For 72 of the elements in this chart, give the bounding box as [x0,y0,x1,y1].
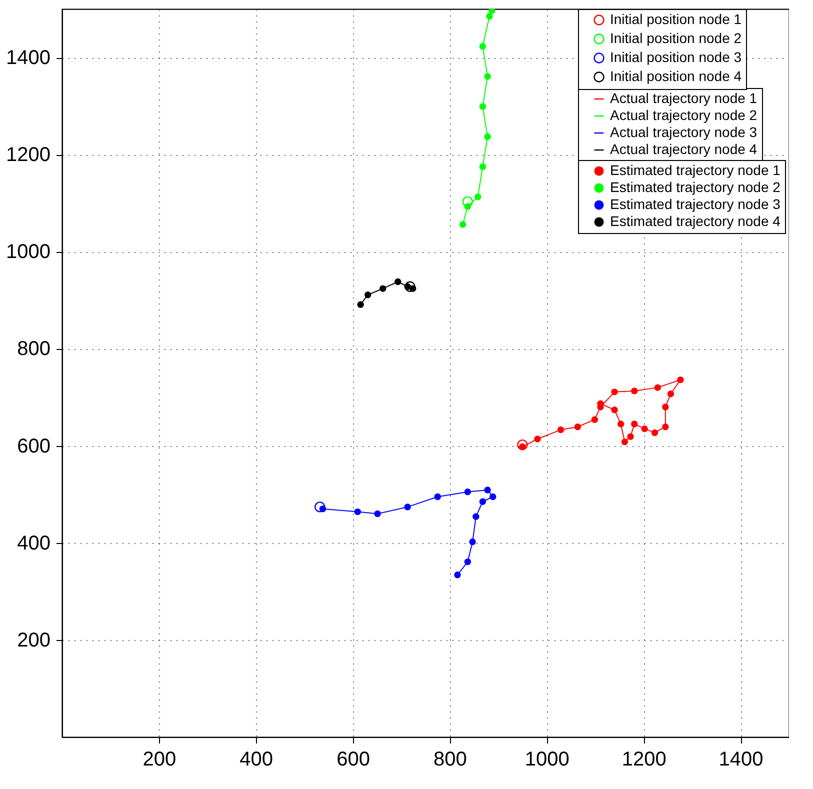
point [469,538,476,546]
x-tick-label: 1400 [718,748,764,770]
legend-label: Estimated trajectory node 3 [610,196,781,212]
x-tick-label: 200 [142,748,176,770]
point [557,426,564,434]
point [662,404,669,410]
y-tick-label: 800 [17,338,50,360]
legend-label: Initial position node 1 [610,11,742,27]
x-tick-label: 1000 [524,748,570,770]
point [611,388,618,396]
y-tick-label: 1400 [6,47,50,70]
point [464,558,472,566]
point [479,163,486,170]
point [627,433,634,440]
point [484,486,491,494]
y-tick-label: 1200 [6,144,50,166]
point [591,416,598,423]
point [611,406,618,414]
legend-label: Actual trajectory node 3 [610,124,758,140]
point [479,498,486,505]
point [379,285,386,292]
point [354,508,361,516]
legend-label: Actual trajectory node 2 [610,107,758,123]
point [574,424,582,430]
point [434,493,441,500]
point [517,439,528,450]
legend-label: Estimated trajectory node 1 [610,162,781,178]
point [357,301,364,308]
y-tick-label: 200 [17,629,50,652]
legend-label: Initial position node 2 [610,30,742,46]
point [654,384,662,391]
x-tick-label: 1200 [622,748,666,770]
point [454,572,461,578]
legend-label: Initial position node 3 [610,49,742,65]
point [651,429,658,436]
legend-label: Estimated trajectory node 2 [610,179,781,195]
point [490,493,496,500]
y-tick-label: 400 [17,532,50,554]
x-tick-label: 600 [336,748,370,770]
x-tick-label: 800 [434,748,467,770]
point [394,278,402,286]
point [631,388,638,394]
point [472,513,480,520]
point [462,196,474,208]
point [631,420,638,428]
point [479,43,486,50]
legend-label: Actual trajectory node 4 [610,141,758,157]
point [484,133,491,140]
point [534,436,541,442]
legend-label: Actual trajectory node 1 [610,90,758,106]
point [314,502,326,512]
point [641,425,648,432]
point [374,510,381,518]
point [617,420,624,428]
point [364,292,372,298]
point [488,9,496,14]
y-tick-label: 600 [17,435,50,458]
point [484,73,491,80]
point [464,488,472,496]
point [677,376,684,384]
y-tick-label: 1000 [6,241,50,264]
legend-label: Initial position node 4 [610,68,742,84]
legend-label: Estimated trajectory node 4 [610,213,781,229]
point [479,103,486,110]
point [486,12,493,20]
point [474,193,482,200]
point [667,390,674,398]
point [404,504,411,510]
point [662,424,669,430]
point [459,221,466,228]
x-tick-label: 400 [240,748,274,770]
point [621,438,628,446]
